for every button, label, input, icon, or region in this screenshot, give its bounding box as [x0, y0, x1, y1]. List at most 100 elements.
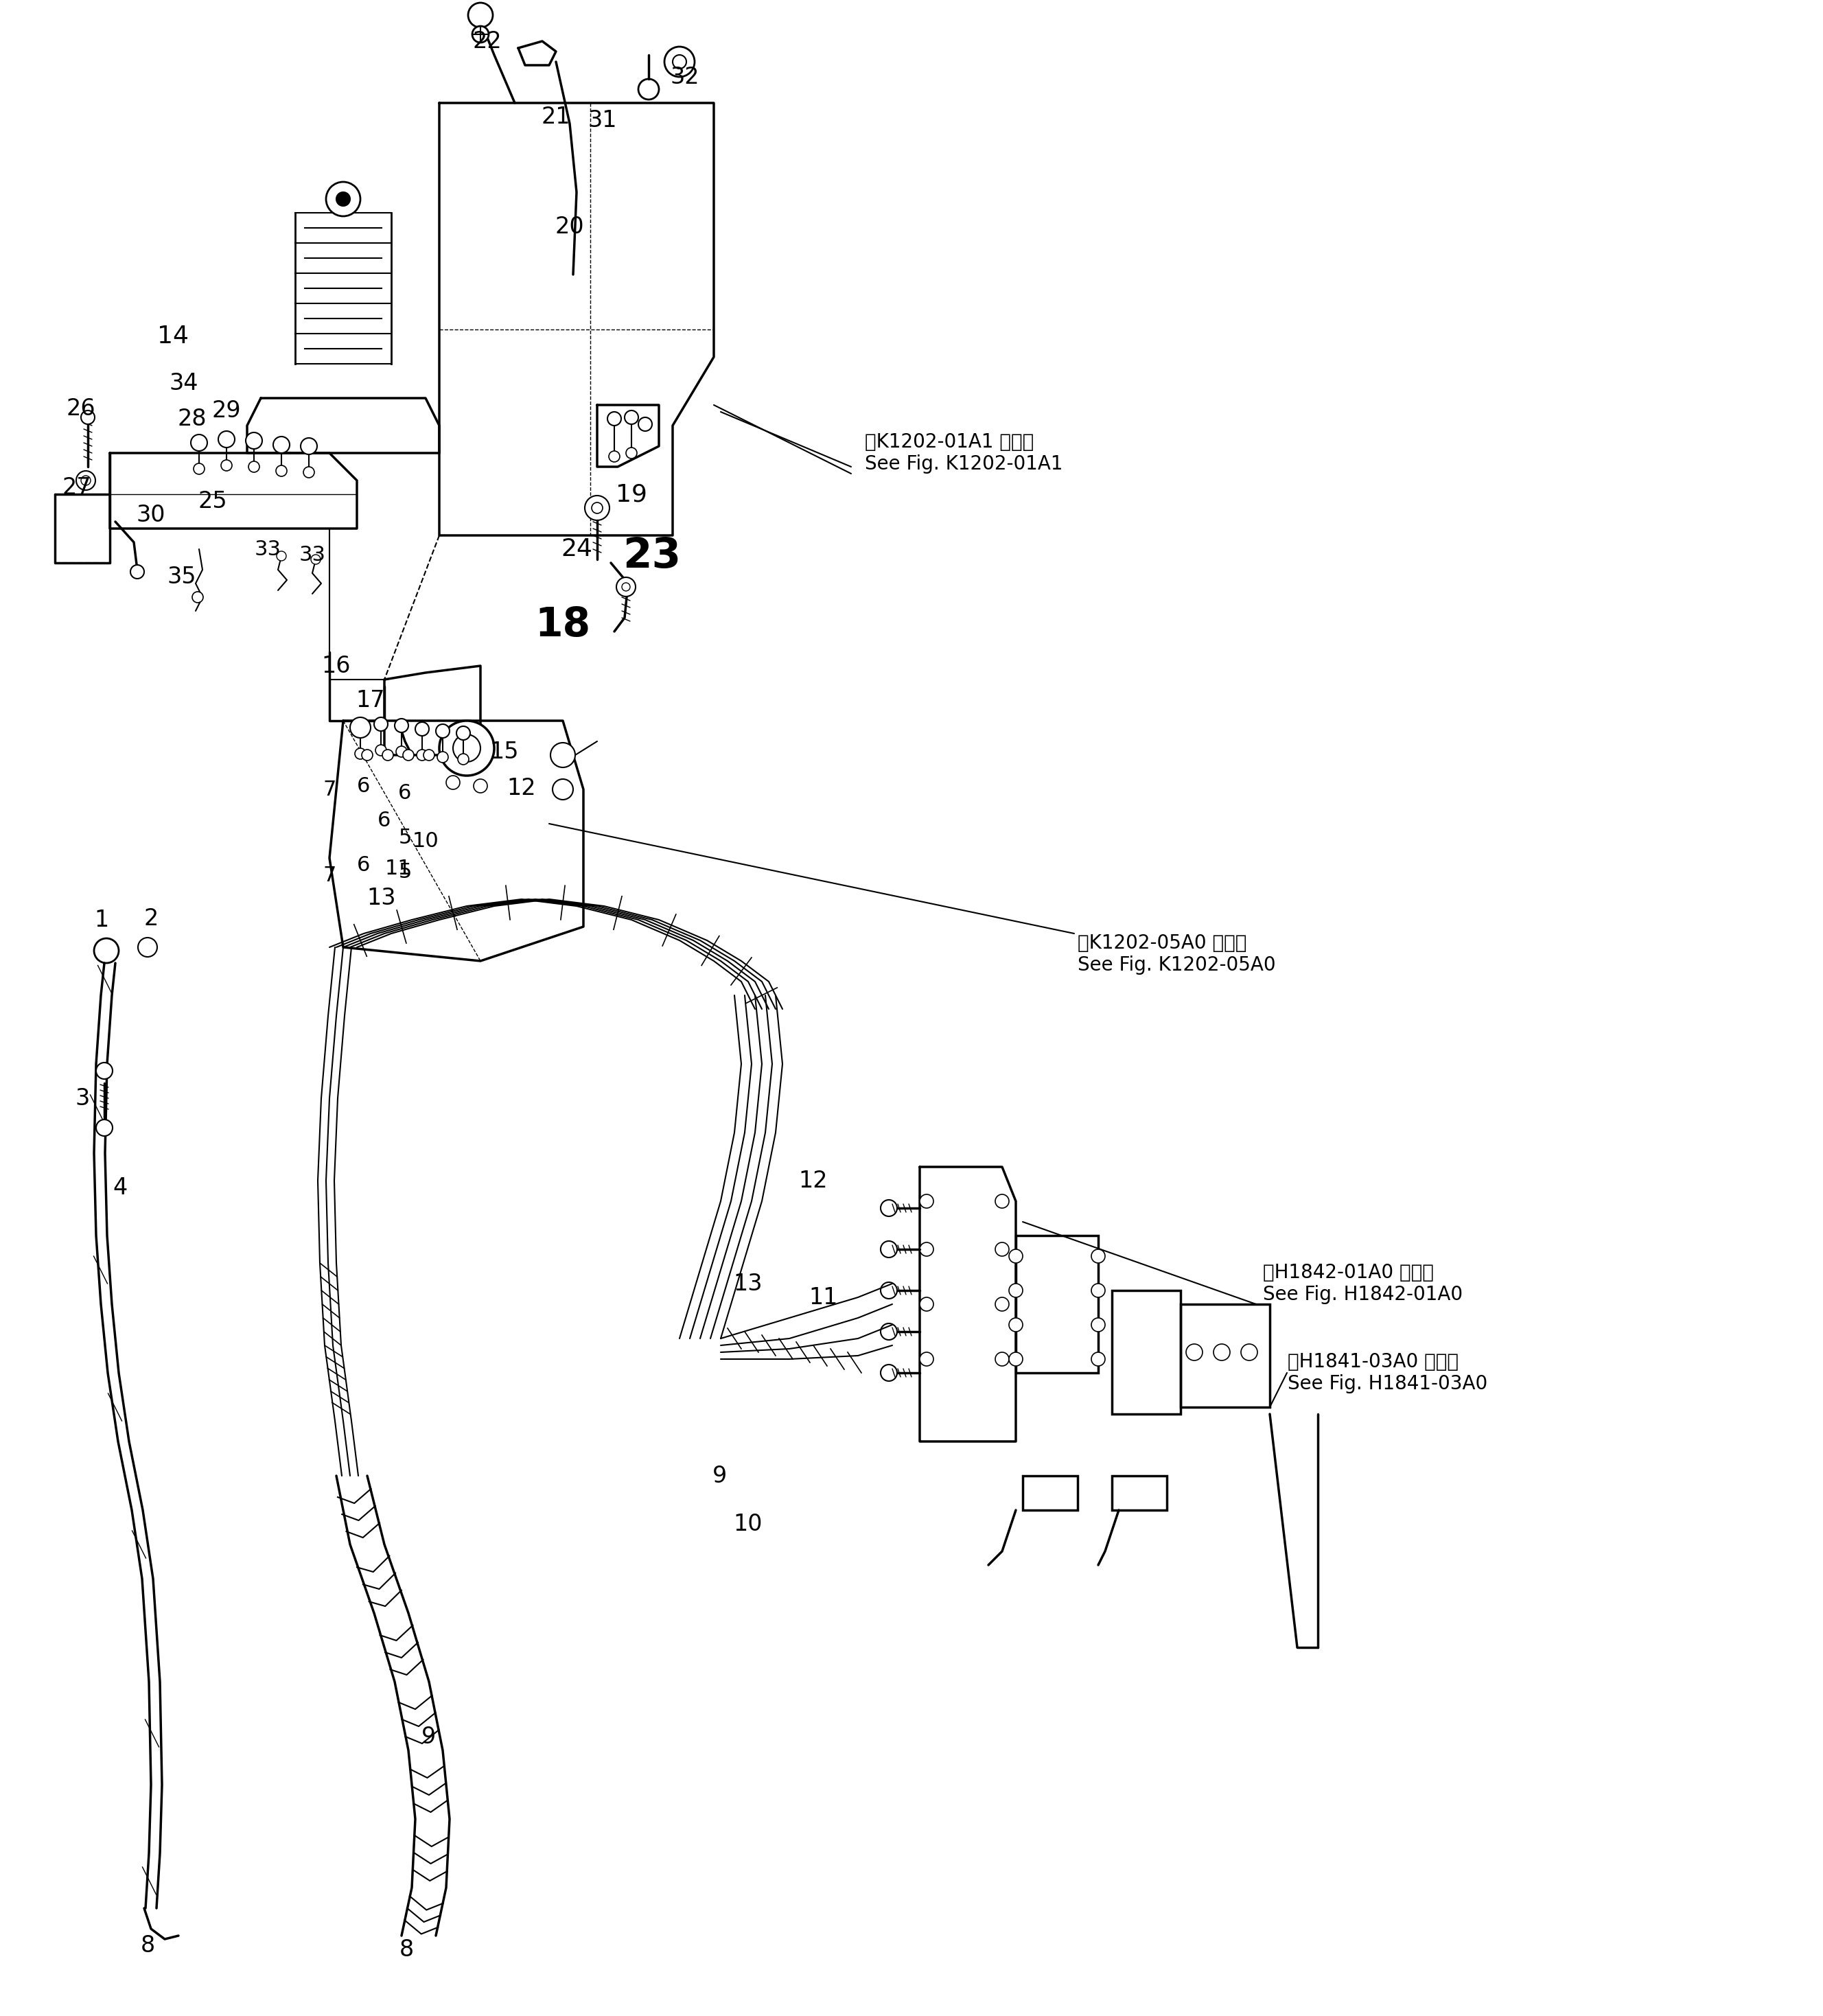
- Circle shape: [622, 583, 631, 591]
- Text: 17: 17: [355, 689, 385, 712]
- Circle shape: [1008, 1353, 1023, 1367]
- Circle shape: [609, 452, 620, 462]
- Text: 6: 6: [377, 810, 390, 831]
- Text: 1: 1: [95, 909, 109, 931]
- Circle shape: [416, 722, 428, 736]
- Circle shape: [361, 750, 372, 760]
- Text: 10: 10: [733, 1512, 762, 1534]
- Text: 第H1841-03A0 図参照
See Fig. H1841-03A0: 第H1841-03A0 図参照 See Fig. H1841-03A0: [1287, 1353, 1488, 1393]
- Bar: [1181, 1304, 1271, 1407]
- Circle shape: [275, 466, 286, 476]
- Text: 5: 5: [397, 861, 412, 881]
- Text: 34: 34: [170, 371, 199, 395]
- Circle shape: [403, 750, 414, 760]
- Circle shape: [350, 718, 370, 738]
- Circle shape: [394, 718, 408, 732]
- Text: 26: 26: [66, 397, 95, 419]
- Text: 20: 20: [554, 216, 585, 238]
- Text: 16: 16: [321, 655, 350, 677]
- Circle shape: [439, 722, 494, 776]
- Text: 4: 4: [113, 1175, 128, 1200]
- Circle shape: [664, 46, 695, 77]
- Circle shape: [139, 937, 157, 958]
- Circle shape: [436, 724, 450, 738]
- Text: 30: 30: [137, 504, 166, 526]
- Circle shape: [881, 1200, 897, 1216]
- Text: 8: 8: [140, 1935, 155, 1958]
- Circle shape: [452, 734, 481, 762]
- Text: 31: 31: [589, 109, 618, 131]
- Text: 9: 9: [713, 1464, 727, 1488]
- Circle shape: [881, 1242, 897, 1258]
- Text: 24: 24: [561, 538, 592, 560]
- Circle shape: [995, 1242, 1008, 1256]
- Text: 32: 32: [671, 67, 700, 89]
- Text: 14: 14: [157, 325, 190, 349]
- Circle shape: [97, 1119, 113, 1137]
- Text: 19: 19: [616, 482, 647, 506]
- Circle shape: [881, 1365, 897, 1381]
- Circle shape: [1008, 1318, 1023, 1333]
- Circle shape: [396, 746, 407, 758]
- Circle shape: [1092, 1353, 1105, 1367]
- Text: 13: 13: [366, 887, 396, 909]
- Text: 8: 8: [399, 1937, 414, 1962]
- Circle shape: [80, 411, 95, 423]
- Text: 11: 11: [385, 859, 412, 879]
- Circle shape: [383, 750, 394, 760]
- Circle shape: [472, 26, 489, 42]
- Circle shape: [592, 502, 603, 514]
- Circle shape: [417, 750, 428, 760]
- Bar: [1112, 1476, 1167, 1510]
- Text: 6: 6: [357, 776, 370, 796]
- Circle shape: [921, 1193, 933, 1208]
- Circle shape: [1008, 1250, 1023, 1262]
- Text: 27: 27: [62, 476, 91, 498]
- Circle shape: [80, 476, 91, 486]
- Circle shape: [355, 748, 366, 760]
- Circle shape: [625, 448, 636, 458]
- Text: 18: 18: [534, 605, 591, 645]
- Text: 第H1842-01A0 図参照
See Fig. H1842-01A0: 第H1842-01A0 図参照 See Fig. H1842-01A0: [1263, 1262, 1462, 1304]
- Circle shape: [335, 192, 350, 206]
- Circle shape: [191, 591, 202, 603]
- Text: 7: 7: [323, 865, 335, 885]
- Circle shape: [221, 460, 232, 472]
- Text: 10: 10: [412, 831, 439, 851]
- Circle shape: [458, 754, 469, 764]
- Circle shape: [1092, 1318, 1105, 1333]
- Circle shape: [921, 1242, 933, 1256]
- Circle shape: [625, 411, 638, 423]
- Circle shape: [97, 1062, 113, 1079]
- Circle shape: [474, 778, 487, 792]
- Circle shape: [303, 468, 314, 478]
- Circle shape: [77, 472, 95, 490]
- Text: 2: 2: [144, 907, 159, 929]
- Text: 25: 25: [199, 490, 228, 512]
- Text: 11: 11: [809, 1286, 839, 1308]
- Text: 第K1202-05A0 図参照
See Fig. K1202-05A0: 第K1202-05A0 図参照 See Fig. K1202-05A0: [1077, 933, 1276, 976]
- Circle shape: [423, 750, 434, 760]
- Circle shape: [469, 2, 492, 28]
- Circle shape: [616, 577, 636, 597]
- Circle shape: [273, 437, 290, 454]
- Bar: [1112, 1290, 1181, 1413]
- Circle shape: [638, 417, 653, 431]
- Circle shape: [673, 54, 687, 69]
- Circle shape: [191, 435, 208, 452]
- Circle shape: [995, 1298, 1008, 1310]
- Circle shape: [131, 564, 144, 579]
- Text: 6: 6: [357, 855, 370, 875]
- Text: 12: 12: [507, 776, 536, 798]
- Text: 22: 22: [472, 30, 501, 52]
- Circle shape: [326, 181, 361, 216]
- Text: 15: 15: [490, 740, 520, 762]
- Text: 23: 23: [623, 536, 682, 577]
- Text: 7: 7: [323, 780, 335, 798]
- Circle shape: [219, 431, 235, 448]
- Text: 3: 3: [75, 1087, 89, 1109]
- Text: 29: 29: [211, 399, 241, 421]
- Circle shape: [881, 1282, 897, 1298]
- Text: 21: 21: [541, 105, 571, 129]
- Text: 12: 12: [798, 1169, 828, 1191]
